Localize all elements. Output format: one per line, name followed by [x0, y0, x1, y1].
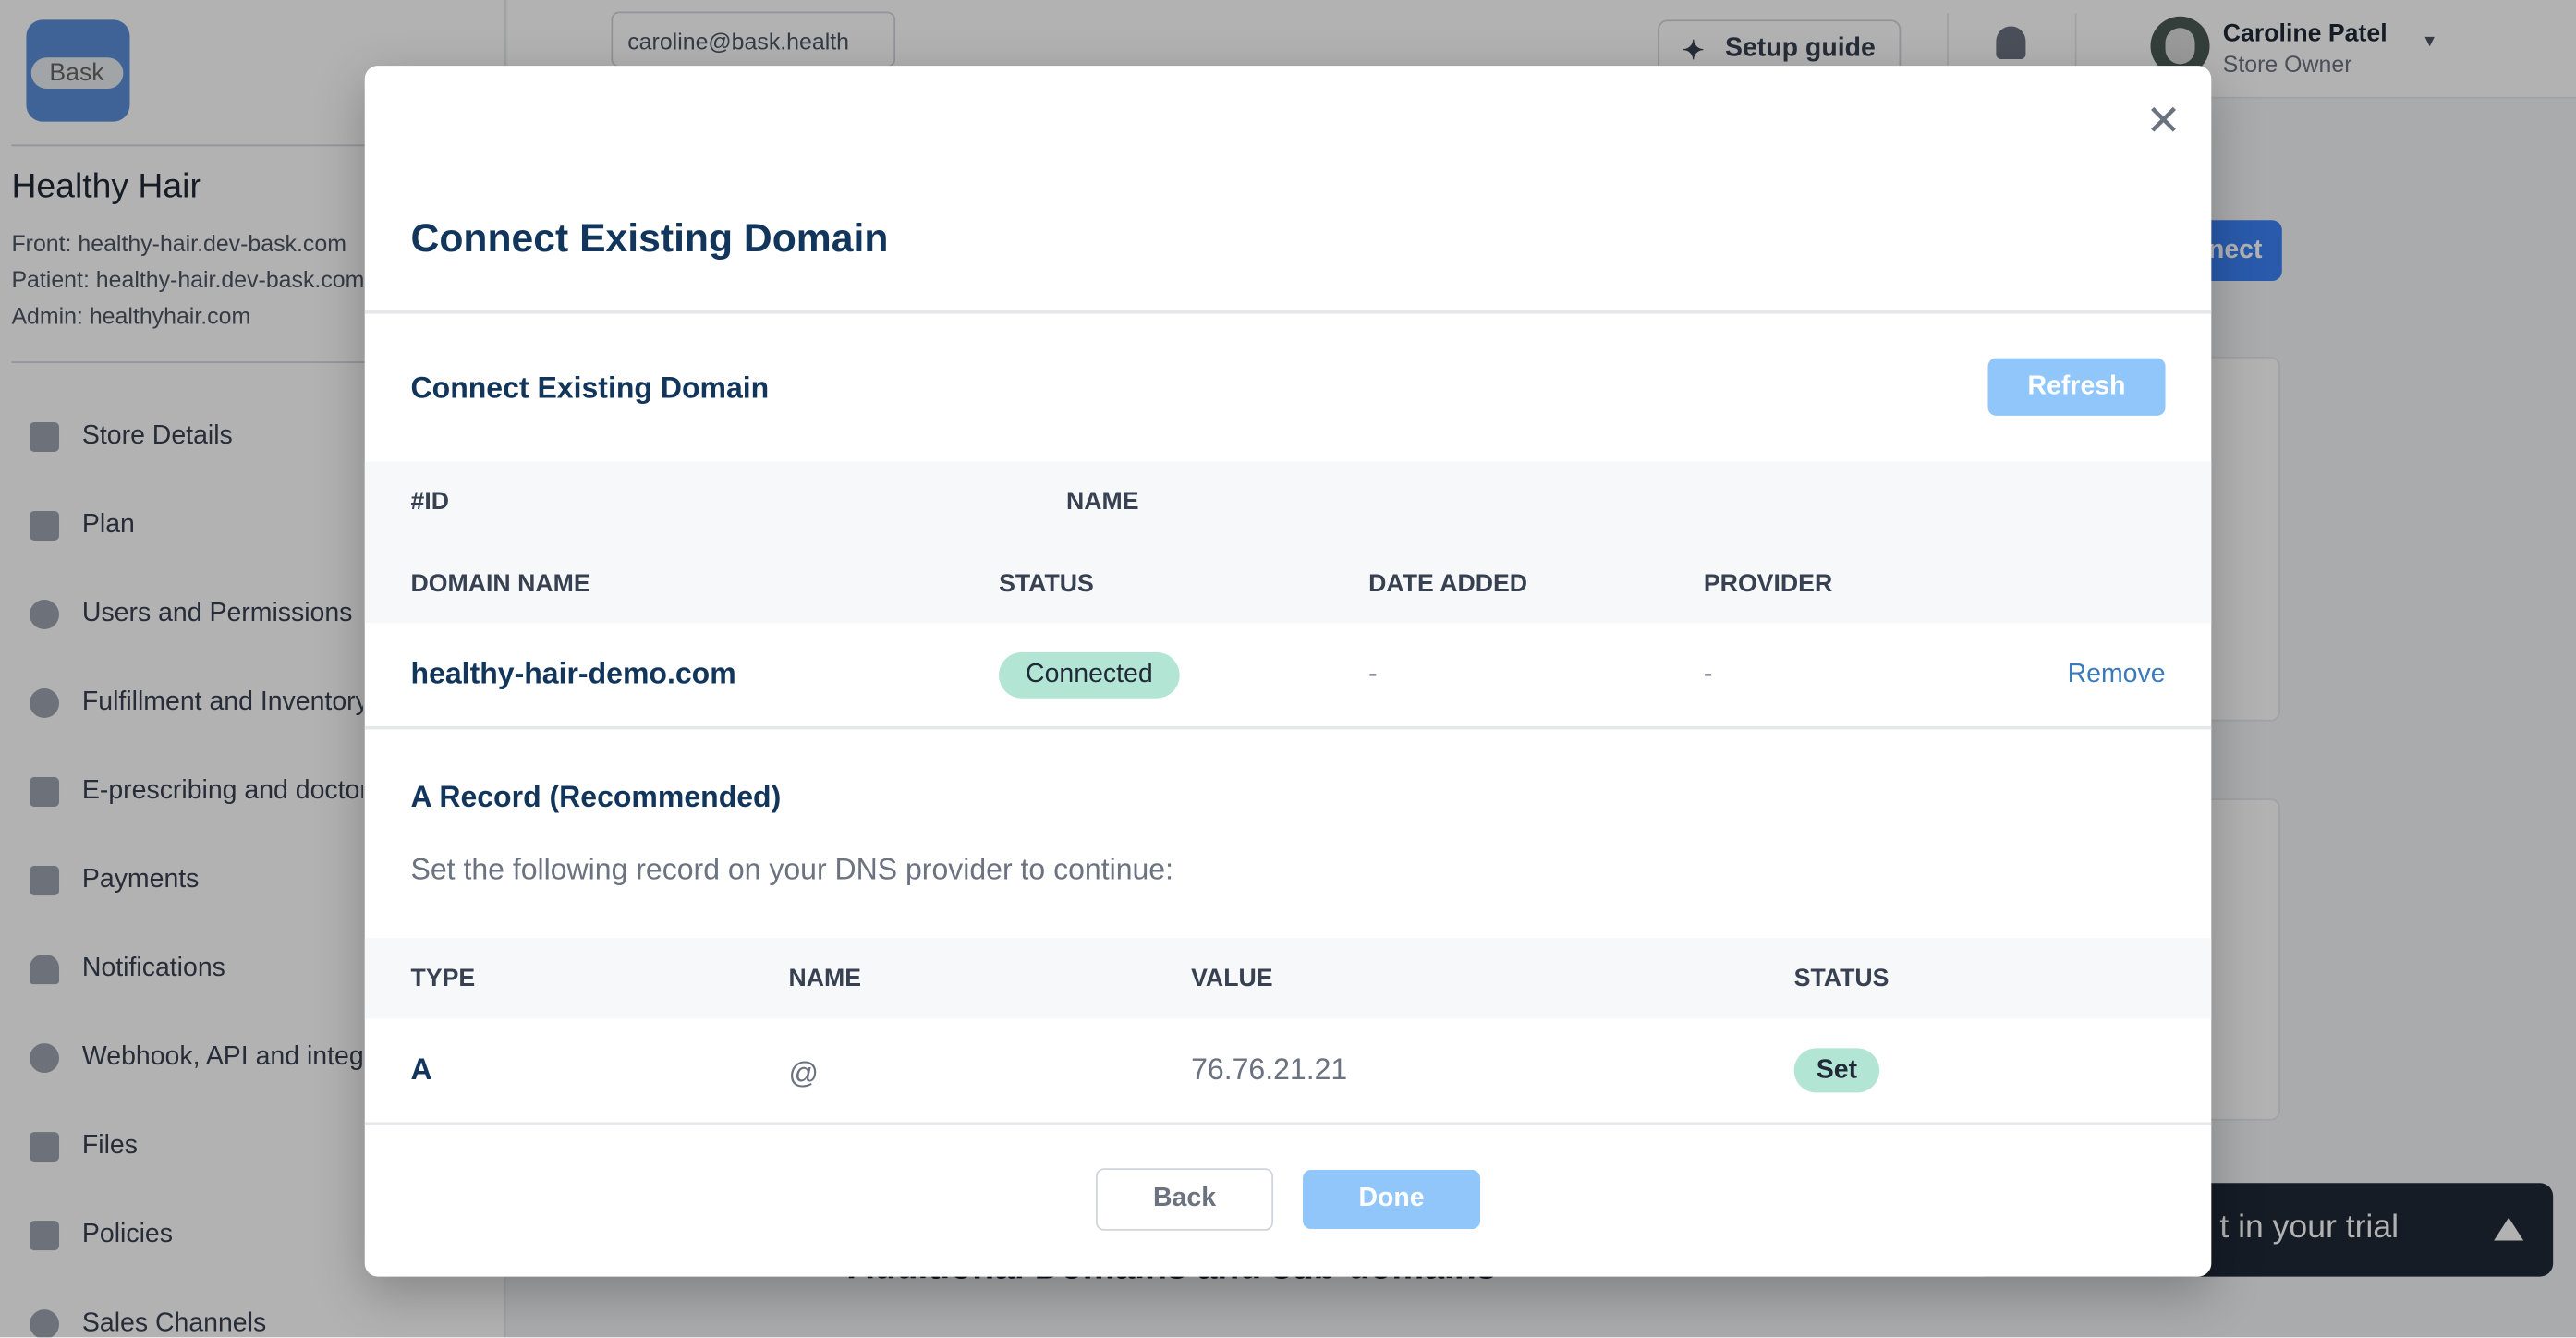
payments-icon: [30, 866, 60, 896]
sidebar-item-label: Notifications: [81, 955, 225, 983]
file-icon: [30, 1132, 60, 1162]
column-header-date-added: DATE ADDED: [1368, 570, 1528, 599]
bell-icon[interactable]: [1996, 26, 2026, 60]
sparkle-cursor-icon: ✦: [1682, 37, 1705, 67]
bask-logo[interactable]: Bask: [26, 19, 130, 122]
status-badge: Connected: [999, 651, 1180, 699]
store-name: Healthy Hair: [11, 167, 201, 206]
divider: [2074, 13, 2077, 86]
sidebar-item-label: Plan: [81, 510, 135, 540]
patient-url: Patient: healthy-hair.dev-bask.com: [11, 266, 363, 293]
sidebar-item-notifications[interactable]: Notifications: [30, 950, 363, 990]
divider: [11, 144, 504, 147]
modal-title: Connect Existing Domain: [410, 216, 889, 262]
front-url: Front: healthy-hair.dev-bask.com: [11, 229, 346, 257]
column-header-provider: PROVIDER: [1703, 570, 1833, 599]
sidebar-item-label: Webhook, API and integrations: [81, 1043, 363, 1072]
sidebar-item-plan[interactable]: Plan: [30, 506, 363, 546]
chevron-down-icon[interactable]: ▼: [2421, 32, 2438, 52]
setup-guide-label: Setup guide: [1725, 34, 1876, 63]
sidebar-item-label: Payments: [81, 866, 200, 894]
sidebar-item-label: E-prescribing and doctors: [81, 777, 363, 806]
column-header-type: TYPE: [410, 964, 476, 992]
column-header-id: #ID: [410, 488, 450, 517]
user-icon: [30, 600, 60, 630]
sidebar-item-fulfillment[interactable]: Fulfillment and Inventory: [30, 684, 363, 724]
admin-url: Admin: healthyhair.com: [11, 302, 251, 329]
user-name: Caroline Patel: [2222, 19, 2388, 48]
record-status-badge: Set: [1793, 1048, 1880, 1093]
back-button[interactable]: Back: [1095, 1168, 1274, 1231]
column-header-name: NAME: [788, 964, 862, 992]
logo-text: Bask: [49, 59, 104, 88]
a-record-title: A Record (Recommended): [410, 780, 782, 814]
divider: [11, 361, 504, 363]
column-header-status: STATUS: [1793, 964, 1889, 992]
provider: -: [1703, 660, 1713, 689]
sidebar-item-payments[interactable]: Payments: [30, 861, 363, 901]
record-type: A: [410, 1052, 432, 1087]
prescription-icon: [30, 777, 60, 808]
sidebar-item-label: Fulfillment and Inventory: [81, 688, 363, 717]
sidebar-item-label: Files: [81, 1132, 138, 1161]
column-header-name: NAME: [1065, 488, 1139, 517]
column-header-value: VALUE: [1191, 964, 1273, 992]
sidebar-item-label: Sales Channels: [81, 1309, 267, 1338]
sidebar-item-store-details[interactable]: Store Details: [30, 418, 363, 457]
chevron-up-icon[interactable]: [2494, 1217, 2524, 1241]
trial-text: t in your trial: [2219, 1209, 2400, 1246]
sidebar-item-sales-channels[interactable]: Sales Channels: [30, 1305, 363, 1338]
sidebar-item-label: Policies: [81, 1221, 173, 1249]
store-icon: [30, 421, 60, 452]
sidebar-item-webhook[interactable]: Webhook, API and integrations: [30, 1039, 363, 1078]
section-title: Connect Existing Domain: [410, 371, 770, 405]
record-table-header: [364, 938, 2212, 1019]
refresh-button[interactable]: Refresh: [1987, 358, 2166, 416]
plan-icon: [30, 510, 60, 541]
a-record-description: Set the following record on your DNS pro…: [410, 852, 1174, 886]
close-icon[interactable]: ✕: [2145, 95, 2181, 145]
setup-guide-button[interactable]: ✦ Setup guide: [1658, 19, 1902, 79]
bell-icon: [30, 955, 60, 985]
column-header-status: STATUS: [999, 570, 1094, 599]
divider: [364, 1122, 2212, 1125]
sidebar-item-policies[interactable]: Policies: [30, 1216, 363, 1256]
record-name: @: [788, 1056, 819, 1089]
remove-link[interactable]: Remove: [2067, 660, 2166, 689]
user-role: Store Owner: [2222, 51, 2352, 78]
sidebar-item-files[interactable]: Files: [30, 1127, 363, 1167]
record-value: 76.76.21.21: [1191, 1052, 1348, 1087]
webhook-icon: [30, 1043, 60, 1074]
date-added: -: [1368, 660, 1378, 689]
fulfillment-icon: [30, 688, 60, 719]
sidebar-item-label: Users and Permissions: [81, 600, 353, 628]
sidebar-item-label: Store Details: [81, 421, 233, 451]
domain-name: healthy-hair-demo.com: [410, 657, 736, 690]
sales-channels-icon: [30, 1309, 60, 1338]
domain-table-header: [364, 461, 2212, 623]
connect-domain-modal: ✕ Connect Existing Domain Connect Existi…: [364, 66, 2212, 1277]
done-button[interactable]: Done: [1303, 1170, 1481, 1230]
divider: [364, 725, 2212, 730]
divider: [1947, 13, 1949, 86]
policy-icon: [30, 1221, 60, 1251]
sidebar-item-e-prescribing[interactable]: E-prescribing and doctors: [30, 772, 363, 812]
column-header-domain-name: DOMAIN NAME: [410, 570, 590, 599]
divider: [364, 310, 2212, 314]
sidebar-item-users[interactable]: Users and Permissions: [30, 595, 363, 635]
